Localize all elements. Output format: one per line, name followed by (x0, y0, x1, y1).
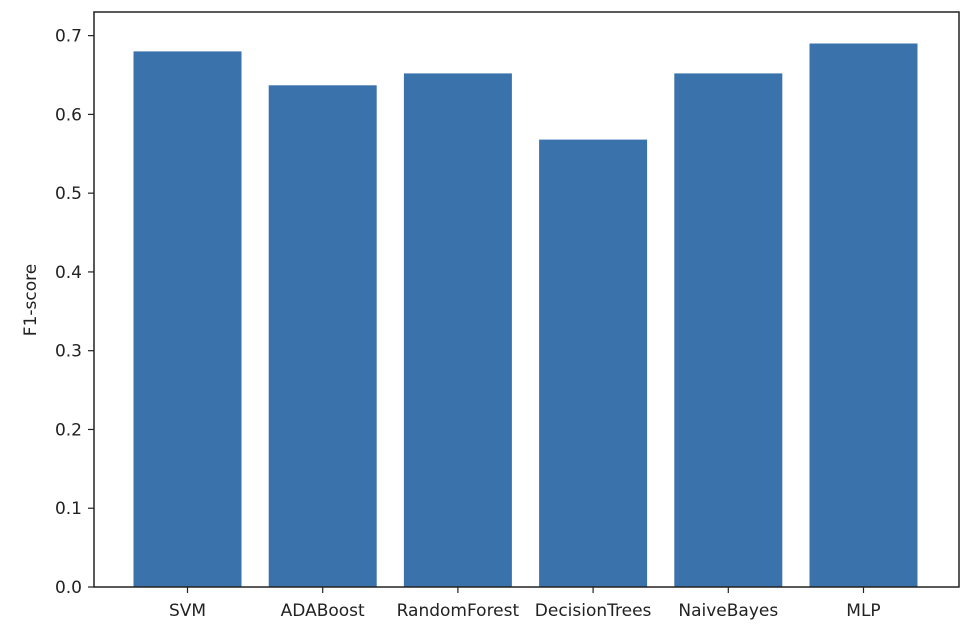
y-tick-label: 0.6 (55, 105, 82, 125)
plot-frame (93, 11, 960, 588)
x-tick-label: ADABoost (281, 601, 365, 621)
y-tick-label: 0.0 (55, 578, 82, 598)
bar-randomforest (403, 73, 512, 587)
bar-mlp (809, 43, 918, 587)
y-tick-label: 0.7 (55, 27, 82, 47)
y-axis: 0.0 0.1 0.2 0.3 0.4 0.5 0.6 0.7 (55, 27, 94, 598)
x-axis: SVM ADABoost RandomForest DecisionTrees Naiv… (169, 587, 881, 621)
y-axis-label: F1-score (21, 264, 41, 336)
y-tick-label: 0.5 (55, 184, 82, 204)
y-tick-label: 0.4 (55, 263, 82, 283)
bar-adaboost (268, 85, 377, 588)
y-tick-label: 0.1 (55, 499, 82, 519)
bars-layer (133, 43, 918, 588)
bar-decisiontrees (539, 139, 648, 587)
x-tick-label: SVM (169, 601, 206, 621)
bar-naivebayes (674, 73, 783, 587)
bar-svm (133, 51, 242, 587)
x-tick-label: MLP (846, 601, 880, 621)
x-tick-label: DecisionTrees (535, 601, 652, 621)
x-tick-label: NaiveBayes (678, 601, 778, 621)
y-tick-label: 0.3 (55, 342, 82, 362)
x-tick-label: RandomForest (397, 601, 520, 621)
y-tick-label: 0.2 (55, 420, 82, 440)
